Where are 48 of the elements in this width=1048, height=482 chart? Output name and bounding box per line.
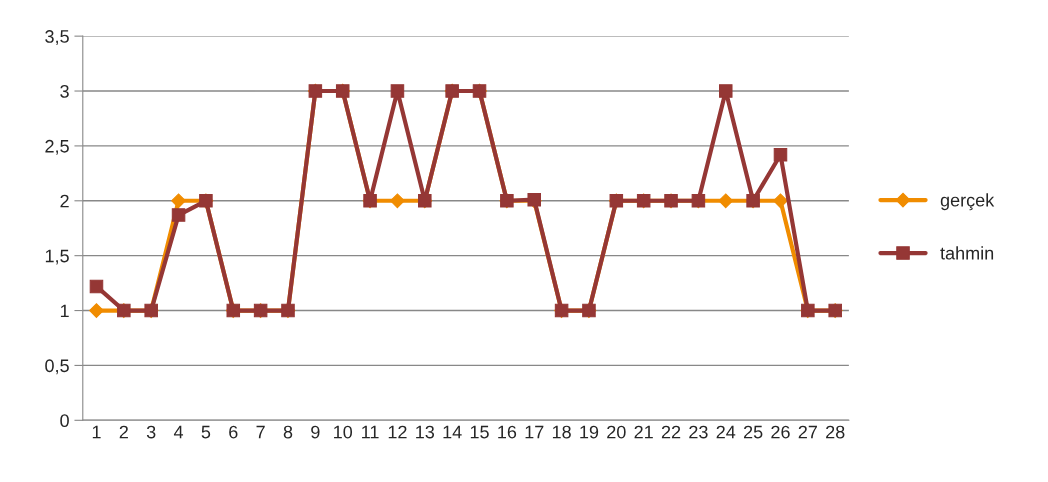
x-tick-label: 17 <box>525 425 544 439</box>
x-tick-label: 1 <box>92 425 101 439</box>
y-tick-label: 1,5 <box>45 249 69 265</box>
x-tick-label: 12 <box>388 425 407 439</box>
x-tick-label: 7 <box>256 425 265 439</box>
point <box>718 193 734 209</box>
x-tick-label: 14 <box>443 425 462 439</box>
point <box>773 193 788 209</box>
x-tick-label: 3 <box>146 425 156 439</box>
point <box>171 193 186 209</box>
x-tick-label: 13 <box>416 425 435 439</box>
x-tick-label: 6 <box>229 425 238 439</box>
y-tick-label: 2 <box>60 194 69 208</box>
y-tick-label: 0,5 <box>45 359 69 375</box>
x-tick-label: 5 <box>201 425 211 439</box>
x-tick-label: 19 <box>580 425 599 439</box>
x-tick-label: 8 <box>283 425 293 439</box>
x-tick-label: 27 <box>798 425 817 439</box>
x-tick-label: 2 <box>119 425 128 439</box>
x-tick-label: 22 <box>661 425 681 439</box>
x-tick-label: 10 <box>334 425 353 439</box>
point <box>390 193 405 209</box>
y-tick-label: 0 <box>60 414 69 428</box>
x-tick-label: 25 <box>743 425 763 439</box>
point <box>773 147 788 162</box>
point <box>718 84 733 98</box>
point <box>89 303 104 318</box>
x-tick-label: 23 <box>689 425 708 439</box>
y-tick-label: 3,5 <box>45 30 69 45</box>
legend-label: tahmin <box>940 246 994 260</box>
x-tick-label: 21 <box>634 425 653 439</box>
legend-label: gerçek <box>940 193 995 211</box>
x-tick-label: 26 <box>771 425 790 439</box>
x-tick-label: 24 <box>716 425 736 439</box>
point <box>89 279 104 294</box>
x-tick-label: 16 <box>498 425 517 439</box>
point <box>171 208 186 222</box>
y-tick-label: 1 <box>60 304 69 318</box>
x-tick-label: 20 <box>607 425 626 439</box>
x-tick-label: 11 <box>362 425 379 439</box>
y-tick-label: 2,5 <box>45 139 69 155</box>
x-tick-label: 28 <box>826 425 845 439</box>
y-tick-label: 3 <box>60 84 69 98</box>
x-tick-label: 18 <box>552 425 571 439</box>
x-tick-label: 15 <box>470 425 489 439</box>
point <box>390 84 405 98</box>
x-tick-label: 9 <box>311 425 320 439</box>
x-tick-label: 4 <box>173 425 184 439</box>
